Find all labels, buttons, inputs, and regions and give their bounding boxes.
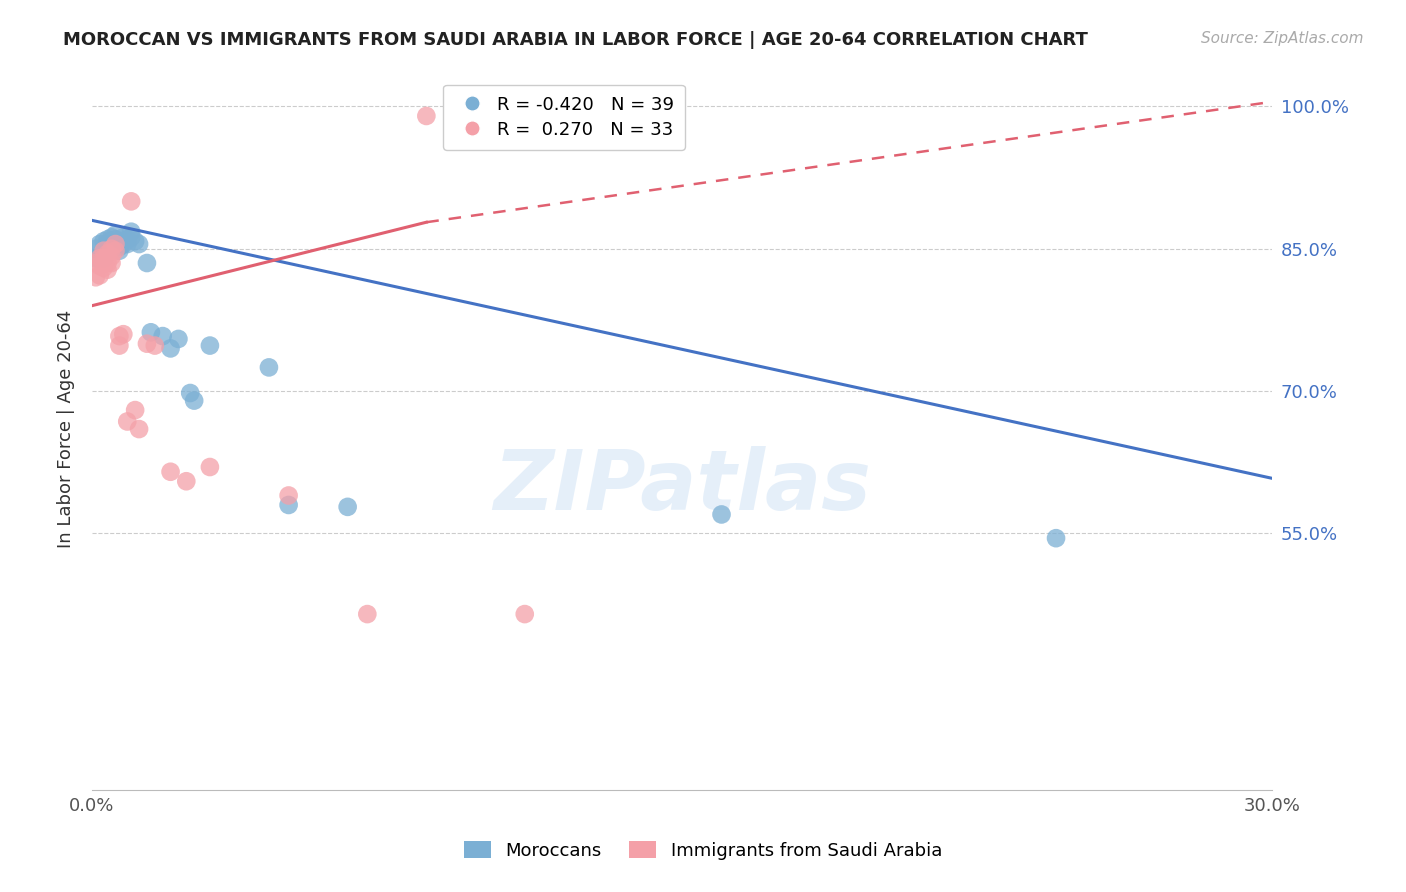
Point [152, 329, 174, 343]
Point [97, 262, 120, 277]
Point [117, 237, 139, 252]
Point [183, 393, 205, 408]
Point [128, 237, 150, 252]
Point [179, 386, 201, 401]
Point [117, 415, 139, 429]
Point [136, 336, 159, 351]
Point [108, 240, 131, 254]
Point [84, 252, 107, 266]
Point [710, 508, 733, 522]
Point [97, 256, 120, 270]
Point [143, 338, 166, 352]
Point [97, 246, 120, 260]
Point [93, 246, 115, 260]
Point [89, 237, 111, 252]
Point [112, 327, 135, 342]
Point [356, 607, 378, 621]
Point [104, 227, 127, 242]
Point [277, 498, 299, 512]
Point [128, 422, 150, 436]
Point [93, 260, 115, 275]
Point [159, 342, 181, 356]
Point [139, 326, 162, 340]
Point [198, 460, 221, 475]
Point [108, 234, 131, 248]
Legend: Moroccans, Immigrants from Saudi Arabia: Moroccans, Immigrants from Saudi Arabia [457, 834, 949, 867]
Point [93, 252, 115, 266]
Point [257, 360, 280, 375]
Point [120, 194, 142, 209]
Y-axis label: In Labor Force | Age 20-64: In Labor Force | Age 20-64 [58, 310, 75, 549]
Point [100, 242, 122, 256]
Point [108, 329, 131, 343]
Point [100, 256, 122, 270]
Point [89, 252, 111, 266]
Point [120, 230, 142, 244]
Point [120, 225, 142, 239]
Point [176, 475, 198, 489]
Point [415, 109, 437, 123]
Point [93, 234, 115, 248]
Point [513, 607, 536, 621]
Point [198, 338, 221, 352]
Point [84, 256, 107, 270]
Legend: R = -0.420   N = 39, R =  0.270   N = 33: R = -0.420 N = 39, R = 0.270 N = 33 [443, 85, 685, 150]
Point [104, 237, 127, 252]
Point [167, 332, 190, 346]
Point [93, 244, 115, 258]
Point [336, 500, 359, 514]
Point [1045, 531, 1067, 545]
Point [124, 403, 146, 417]
Point [100, 242, 122, 256]
Point [84, 270, 107, 285]
Text: MOROCCAN VS IMMIGRANTS FROM SAUDI ARABIA IN LABOR FORCE | AGE 20-64 CORRELATION : MOROCCAN VS IMMIGRANTS FROM SAUDI ARABIA… [63, 31, 1088, 49]
Point [100, 249, 122, 263]
Point [159, 465, 181, 479]
Point [89, 259, 111, 273]
Point [136, 256, 159, 270]
Point [97, 232, 120, 246]
Point [93, 252, 115, 266]
Point [100, 230, 122, 244]
Text: Source: ZipAtlas.com: Source: ZipAtlas.com [1201, 31, 1364, 46]
Point [84, 242, 107, 256]
Point [89, 268, 111, 283]
Point [97, 244, 120, 258]
Point [277, 488, 299, 502]
Text: ZIPatlas: ZIPatlas [494, 446, 872, 527]
Point [112, 230, 135, 244]
Point [474, 109, 496, 123]
Point [124, 234, 146, 248]
Point [100, 234, 122, 248]
Point [112, 237, 135, 252]
Point [108, 244, 131, 258]
Point [108, 338, 131, 352]
Point [104, 244, 127, 258]
Point [104, 237, 127, 252]
Point [104, 232, 127, 246]
Point [97, 237, 120, 252]
Point [117, 232, 139, 246]
